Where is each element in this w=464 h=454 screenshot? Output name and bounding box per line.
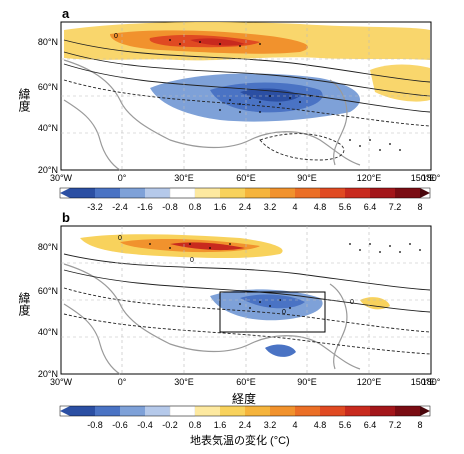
contour-label: 0 xyxy=(114,33,118,40)
colorbar-tick: 4 xyxy=(292,202,297,212)
colorbar-tick: 2.4 xyxy=(239,420,252,430)
colorbar-tick: 7.2 xyxy=(389,202,402,212)
panel-a-letter: a xyxy=(62,6,70,21)
lon-tick: 0° xyxy=(118,377,127,387)
panel-b-colorbar xyxy=(59,405,431,417)
colorbar-tick: 3.2 xyxy=(264,202,277,212)
colorbar-tick: 0.8 xyxy=(189,202,202,212)
colorbar-tick: 4.8 xyxy=(314,420,327,430)
lat-tick: 80°N xyxy=(38,242,58,252)
lon-tick: 90°E xyxy=(297,377,317,387)
lon-tick: 120°E xyxy=(357,377,382,387)
colorbar-tick: 1.6 xyxy=(214,420,227,430)
colorbar-tick: 3.2 xyxy=(264,420,277,430)
contour-label: 0 xyxy=(118,235,122,242)
lon-tick: 30°E xyxy=(174,173,194,183)
lon-tick: 60°E xyxy=(236,377,256,387)
colorbar-label: 地表気温の変化 (°C) xyxy=(190,435,290,447)
lon-tick: 30°W xyxy=(50,377,73,387)
lat-tick: 60°N xyxy=(38,82,58,92)
colorbar-tick: 8 xyxy=(417,420,422,430)
panel-a-ylabel: 緯度 xyxy=(17,88,31,112)
contour-label: 0 xyxy=(282,309,286,316)
panel-a-map: 0 80°N 60°N 40°N 20°N 30°W 0° 30°E 60°E … xyxy=(38,21,441,212)
lat-tick: 60°N xyxy=(38,286,58,296)
lat-tick: 20°N xyxy=(38,165,58,175)
colorbar-tick: 7.2 xyxy=(389,420,402,430)
colorbar-tick: 5.6 xyxy=(339,202,352,212)
lon-tick: 150°E xyxy=(411,173,436,183)
contour-label: 0 xyxy=(190,257,194,264)
panel-b-ylabel: 緯度 xyxy=(17,292,31,316)
colorbar-tick: 1.6 xyxy=(214,202,227,212)
lon-tick: 30°W xyxy=(50,173,73,183)
colorbar-tick: -0.2 xyxy=(162,420,178,430)
panel-b-xlabel: 経度 xyxy=(232,392,257,406)
lon-tick: 180° xyxy=(422,377,441,387)
colorbar-tick: 4.8 xyxy=(314,202,327,212)
panel-a-plot: 0 xyxy=(60,21,432,171)
colorbar-tick: -1.6 xyxy=(137,202,153,212)
contour-label: 0 xyxy=(350,299,354,306)
colorbar-tick: 2.4 xyxy=(239,202,252,212)
panel-b-plot: 0 0 0 0 xyxy=(60,225,432,375)
lat-tick: 40°N xyxy=(38,327,58,337)
lon-tick: 60°E xyxy=(236,173,256,183)
lon-tick: 90°E xyxy=(297,173,317,183)
lon-tick: 120°E xyxy=(357,173,382,183)
lon-tick: 150°E xyxy=(411,377,436,387)
panel-a-colorbar xyxy=(59,187,431,199)
panel-b-letter: b xyxy=(62,210,70,225)
lat-tick: 40°N xyxy=(38,123,58,133)
panel-b-map: 0 0 0 0 80°N 60°N 40°N 20°N 30°W 0° 30°E… xyxy=(38,225,441,430)
colorbar-tick: -0.8 xyxy=(162,202,178,212)
colorbar-tick: -2.4 xyxy=(112,202,128,212)
colorbar-tick: 6.4 xyxy=(364,202,377,212)
lat-tick: 20°N xyxy=(38,369,58,379)
colorbar-tick: 8 xyxy=(417,202,422,212)
lat-tick: 80°N xyxy=(38,37,58,47)
colorbar-tick: -0.6 xyxy=(112,420,128,430)
colorbar-tick: 0.8 xyxy=(189,420,202,430)
lon-tick: 0° xyxy=(118,173,127,183)
colorbar-tick: 5.6 xyxy=(339,420,352,430)
colorbar-tick: 4 xyxy=(292,420,297,430)
lon-tick: 30°E xyxy=(174,377,194,387)
colorbar-tick: -3.2 xyxy=(87,202,103,212)
colorbar-tick: -0.8 xyxy=(87,420,103,430)
colorbar-tick: 6.4 xyxy=(364,420,377,430)
lon-tick: 180° xyxy=(422,173,441,183)
colorbar-tick: -0.4 xyxy=(137,420,153,430)
